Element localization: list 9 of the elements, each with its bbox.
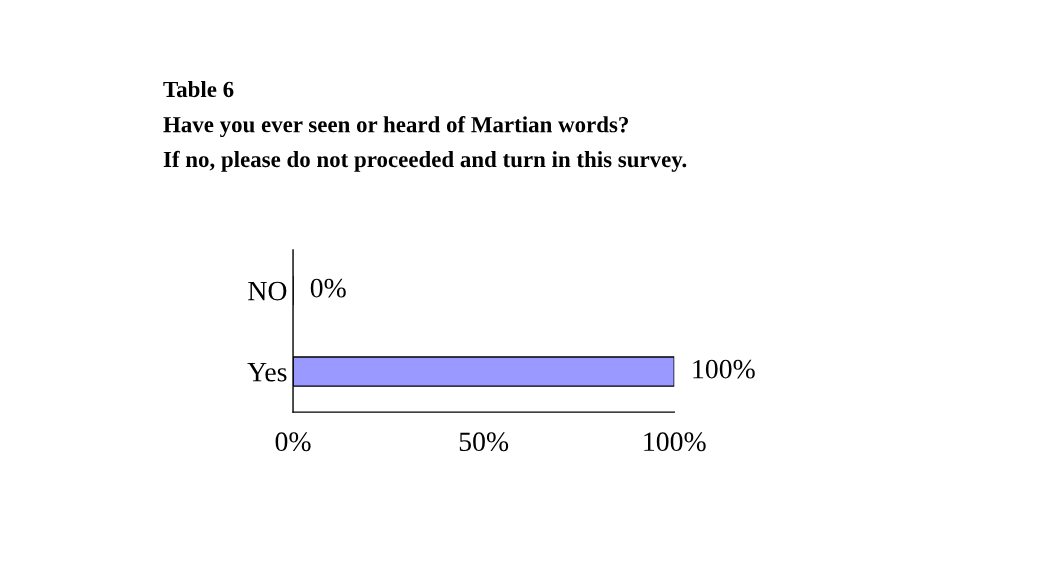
data-label: 100%	[693, 359, 755, 379]
data-label: 0%	[310, 278, 346, 298]
chart-title: Table 6	[163, 81, 234, 98]
y-tick-label: Yes	[247, 363, 287, 382]
x-tick-label: 0%	[275, 432, 311, 452]
x-tick-label: 100%	[644, 432, 706, 452]
y-tick-label: NO	[248, 281, 287, 301]
x-tick-label: 50%	[459, 432, 509, 452]
chart-subtitle: Have you ever seen or heard of Martian words? If no, please do not proceeded and turn in this survey.	[163, 116, 687, 172]
